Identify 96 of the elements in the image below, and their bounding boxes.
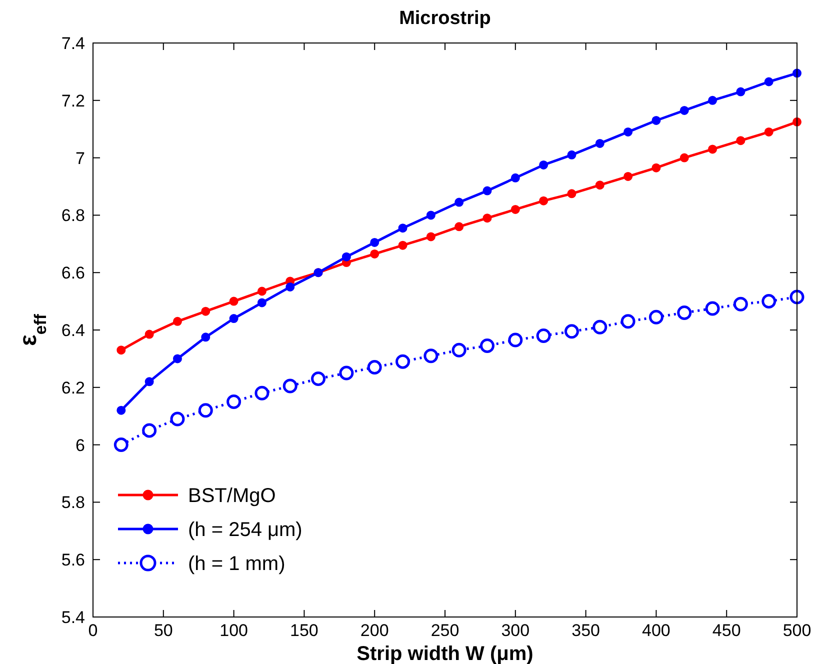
x-tick-label: 400 [642,621,670,640]
legend-label: (h = 254 μm) [188,519,302,541]
point [705,301,720,316]
x-tick-label: 250 [430,621,460,640]
y-tick-label: 6.8 [61,206,85,226]
point [708,96,718,105]
point [454,198,464,207]
point [539,160,548,170]
point [567,150,576,160]
y-tick-label: 6.2 [61,378,85,398]
point [454,222,464,232]
x-tick-label: 0 [88,621,98,640]
x-tick-label: 50 [154,621,173,640]
point [592,320,608,334]
point [536,328,551,343]
x-axis-title: Strip width W (μm) [356,643,534,664]
point [198,403,213,418]
point [648,310,664,324]
point [170,412,185,426]
point [172,354,182,364]
point [229,314,238,324]
point [736,87,746,96]
point [116,406,126,415]
point [226,394,242,409]
point [370,238,380,247]
point [201,332,210,342]
point [116,346,126,355]
point [624,127,633,136]
y-tick-label: 7.4 [61,34,85,53]
point [595,138,604,148]
point [114,438,128,452]
point [510,173,520,182]
x-tick-label: 450 [712,621,741,640]
point [677,306,692,320]
x-tick-label: 200 [360,621,389,640]
point [567,189,576,198]
point [172,316,182,326]
point [452,342,466,358]
chart-title: Microstrip [399,8,491,29]
point [254,386,270,400]
point [286,282,295,292]
point [539,196,548,206]
x-tick-label: 350 [572,621,600,640]
point [367,360,382,375]
x-tick-label: 100 [220,621,248,640]
point [620,314,636,329]
point [398,240,408,250]
point [424,348,438,364]
point [426,232,436,242]
point [508,332,523,348]
y-tick-label: 5.6 [61,550,85,570]
y-tick-label: 6 [76,436,85,455]
point [762,294,776,309]
point [652,163,661,172]
point [680,153,689,162]
point [342,252,351,262]
point [482,186,492,196]
point [370,249,380,258]
legend-label: (h = 1 mm) [188,553,286,575]
legend-label: BST/MgO [188,485,276,507]
point [482,214,492,223]
point [398,224,408,233]
point [624,172,633,181]
point [229,296,238,306]
x-tick-label: 150 [290,621,318,640]
point [652,116,661,125]
point [257,298,266,308]
y-tick-label: 5.8 [61,493,85,512]
y-tick-label: 7 [76,148,85,168]
point [708,144,718,154]
x-tick-label: 300 [501,621,530,640]
point [339,366,354,380]
point [311,372,326,386]
point [733,296,748,312]
y-tick-label: 5.4 [61,608,85,627]
point [595,180,604,190]
point [257,286,266,296]
point [480,338,494,354]
y-tick-label: 7.2 [61,91,85,110]
point [426,210,436,220]
x-tick-label: 500 [782,621,812,640]
point [764,77,774,86]
point [144,377,154,386]
point [764,127,774,136]
point [282,378,298,394]
point [790,290,804,304]
y-tick-label: 6.6 [61,264,85,283]
point [564,324,579,339]
point [736,136,746,146]
point [144,330,154,339]
point [201,306,210,316]
point [396,354,410,369]
y-tick-label: 6.4 [61,321,85,340]
point [510,204,520,214]
point [142,423,157,438]
point [680,106,689,115]
